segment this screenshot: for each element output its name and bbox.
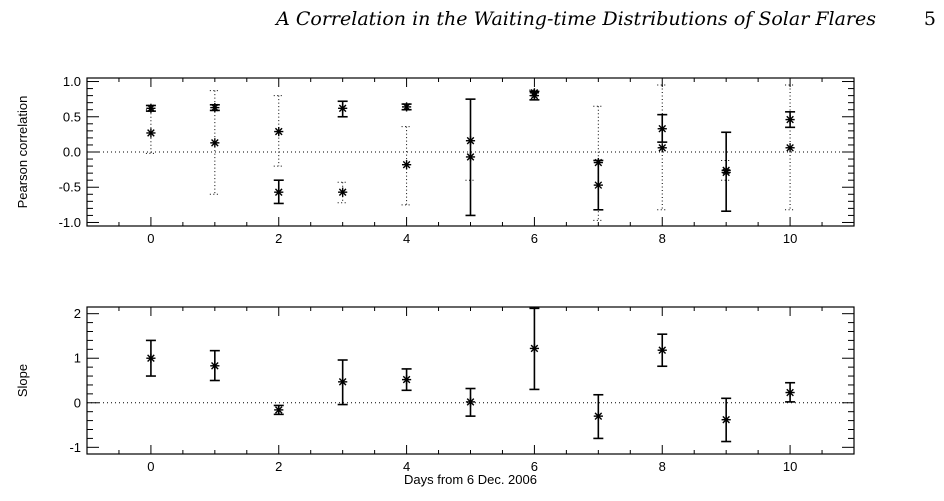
error-bar-dotted bbox=[593, 105, 604, 221]
x-tick-label: 0 bbox=[147, 459, 154, 474]
y-tick-label: 1.0 bbox=[63, 74, 81, 89]
x-tick-label: 4 bbox=[403, 231, 410, 246]
data-point-asterisk bbox=[657, 124, 667, 134]
x-tick-label: 2 bbox=[275, 231, 282, 246]
x-tick-label: 10 bbox=[783, 231, 797, 246]
x-tick-label: 2 bbox=[275, 459, 282, 474]
data-point-asterisk bbox=[721, 165, 731, 175]
data-point-asterisk bbox=[529, 88, 540, 98]
x-axis-title: Days from 6 Dec. 2006 bbox=[404, 472, 537, 487]
data-point-asterisk bbox=[785, 114, 795, 125]
data-point-asterisk bbox=[721, 415, 731, 425]
x-tick-label: 8 bbox=[659, 231, 666, 246]
panel-pearson-correlation: 0 2 4 6 8 10 1.0 0.5 0.0 -0.5 -1.0 Pearson correlat… bbox=[15, 74, 855, 246]
data-point-asterisk bbox=[401, 160, 412, 170]
x-tick-label: 10 bbox=[783, 459, 797, 474]
running-title: A Correlation in the Waiting-time Distri… bbox=[276, 8, 876, 30]
y-tick-label: -1.0 bbox=[59, 215, 81, 230]
data-point-asterisk bbox=[465, 152, 476, 162]
y-axis-title: Slope bbox=[15, 364, 30, 397]
data-point-asterisk bbox=[338, 187, 348, 197]
y-tick-label: 0 bbox=[74, 395, 81, 410]
data-point-asterisk bbox=[274, 405, 284, 415]
data-point-asterisk bbox=[785, 143, 795, 153]
data-point-asterisk bbox=[274, 126, 284, 137]
data-point-asterisk bbox=[338, 377, 348, 387]
data-point-asterisk bbox=[210, 138, 220, 148]
data-point-asterisk bbox=[593, 180, 603, 190]
data-point-asterisk bbox=[146, 128, 156, 138]
x-tick-label: 6 bbox=[531, 459, 538, 474]
y-tick-label: 1 bbox=[74, 351, 81, 366]
page-number: 5 bbox=[923, 8, 936, 30]
data-point-asterisk bbox=[210, 103, 220, 113]
y-tick-label: 0.0 bbox=[63, 145, 81, 160]
data-point-asterisk bbox=[274, 187, 284, 197]
data-point-asterisk bbox=[401, 102, 412, 112]
x-tick-label: 0 bbox=[147, 231, 154, 246]
y-axis-title: Pearson correlation bbox=[15, 96, 30, 209]
data-point-asterisk bbox=[593, 411, 603, 421]
x-tick-label: 8 bbox=[659, 459, 666, 474]
data-point-asterisk bbox=[210, 361, 220, 371]
data-point-asterisk bbox=[465, 397, 476, 407]
page-header: A Correlation in the Waiting-time Distri… bbox=[0, 6, 944, 36]
plot-frame bbox=[86, 306, 855, 455]
y-tick-label: 0.5 bbox=[63, 109, 81, 124]
data-point-asterisk bbox=[593, 157, 603, 168]
data-point-asterisk bbox=[146, 353, 156, 363]
data-point-asterisk bbox=[146, 103, 156, 113]
data-point-asterisk bbox=[657, 345, 667, 355]
x-tick-label: 6 bbox=[531, 231, 538, 246]
data-point-asterisk bbox=[657, 143, 667, 153]
y-tick-label: -1 bbox=[69, 440, 81, 455]
data-point-asterisk bbox=[338, 103, 348, 113]
data-point-asterisk bbox=[401, 375, 412, 385]
x-tick-label: 4 bbox=[403, 459, 410, 474]
data-point-asterisk bbox=[529, 343, 540, 354]
y-tick-label: 2 bbox=[74, 306, 81, 321]
data-point-asterisk bbox=[785, 387, 795, 398]
y-tick-label: -0.5 bbox=[59, 180, 81, 195]
data-point-asterisk bbox=[465, 136, 476, 146]
